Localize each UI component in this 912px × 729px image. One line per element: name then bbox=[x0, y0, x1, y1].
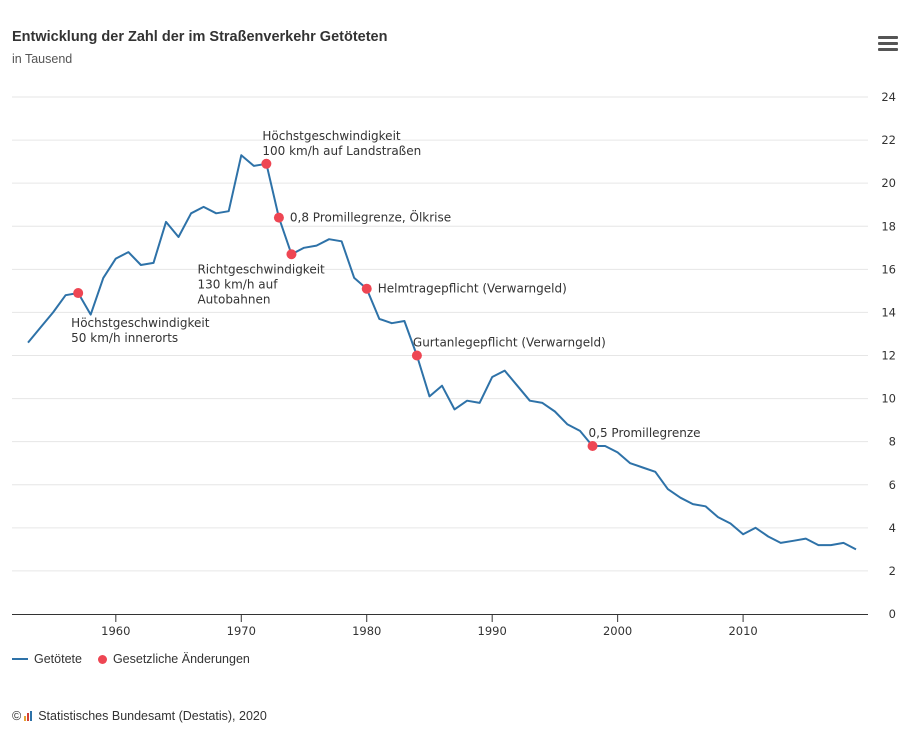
dot-swatch-icon bbox=[97, 654, 107, 664]
event-label-line: Höchstgeschwindigkeit bbox=[262, 129, 401, 143]
legend-label-gesetzliche-aenderungen: Gesetzliche Änderungen bbox=[112, 652, 250, 666]
y-tick-label: 2 bbox=[889, 564, 896, 578]
legend-label-getoetete: Getötete bbox=[34, 652, 82, 666]
grid-layer bbox=[12, 96, 868, 572]
x-tick-label: 1970 bbox=[227, 624, 256, 638]
chart-subtitle: in Tausend bbox=[12, 52, 73, 66]
event-label: Gurtanlegepflicht (Verwarngeld) bbox=[413, 336, 606, 350]
x-tick-label: 1960 bbox=[101, 624, 130, 638]
credit-text: Statistisches Bundesamt (Destatis), 2020 bbox=[38, 709, 267, 723]
event-marker bbox=[361, 283, 372, 294]
hamburger-menu-icon[interactable] bbox=[878, 36, 898, 52]
credit: © Statistisches Bundesamt (Destatis), 20… bbox=[12, 709, 267, 723]
event-marker bbox=[587, 440, 598, 451]
event-label-line: 130 km/h auf bbox=[197, 277, 278, 291]
event-label-line: 50 km/h innerorts bbox=[71, 331, 178, 345]
event-marker bbox=[273, 212, 284, 223]
y-tick-label: 14 bbox=[881, 305, 896, 319]
y-tick-label: 4 bbox=[889, 521, 896, 535]
x-tick-label: 1980 bbox=[352, 624, 381, 638]
event-marker bbox=[286, 249, 297, 260]
event-label: 0,5 Promillegrenze bbox=[589, 426, 701, 440]
x-tick-label: 2000 bbox=[603, 624, 632, 638]
y-tick-label: 6 bbox=[889, 478, 896, 492]
y-tick-label: 10 bbox=[881, 392, 896, 406]
y-tick-label: 0 bbox=[889, 607, 896, 621]
copyright-symbol: © bbox=[12, 709, 22, 723]
event-label: 0,8 Promillegrenze, Ölkrise bbox=[290, 209, 451, 225]
event-marker bbox=[73, 288, 84, 299]
event-label-line: 100 km/h auf Landstraßen bbox=[262, 144, 421, 158]
event-label: Richtgeschwindigkeit 130 km/h auf Autobahn… bbox=[197, 262, 325, 306]
event-label-line: 0,5 Promillegrenze bbox=[589, 426, 701, 440]
y-tick-label: 24 bbox=[881, 90, 896, 104]
legend: Getötete Gesetzliche Änderungen bbox=[12, 652, 266, 666]
event-label: Höchstgeschwindigkeit 100 km/h auf Landst… bbox=[262, 129, 421, 158]
event-label-line: Richtgeschwindigkeit bbox=[197, 262, 325, 276]
menu-bar bbox=[878, 42, 898, 45]
event-label: Helmtragepflicht (Verwarngeld) bbox=[378, 282, 567, 296]
legend-item-getoetete[interactable]: Getötete bbox=[12, 652, 82, 666]
y-tick-label: 18 bbox=[881, 219, 896, 233]
x-tick-label: 1990 bbox=[478, 624, 507, 638]
y-tick-label: 8 bbox=[889, 435, 896, 449]
event-marker bbox=[411, 350, 422, 361]
event-layer: Höchstgeschwindigkeit 50 km/h innerortsHö… bbox=[71, 129, 701, 451]
chart-title: Entwicklung der Zahl der im Straßenverke… bbox=[12, 29, 388, 45]
menu-bar bbox=[878, 36, 898, 39]
menu-bar bbox=[878, 48, 898, 51]
series-line-getoetete bbox=[27, 154, 857, 551]
y-tick-label: 16 bbox=[881, 262, 896, 276]
y-tick-label: 22 bbox=[881, 133, 896, 147]
event-label-line: Autobahnen bbox=[197, 292, 270, 306]
destatis-logo-icon bbox=[24, 711, 33, 721]
event-label-line: 0,8 Promillegrenze, Ölkrise bbox=[290, 209, 451, 225]
event-label-line: Höchstgeschwindigkeit bbox=[71, 316, 210, 330]
event-label-line: Helmtragepflicht (Verwarngeld) bbox=[378, 282, 567, 296]
legend-item-gesetzliche-aenderungen[interactable]: Gesetzliche Änderungen bbox=[97, 652, 250, 666]
series-layer bbox=[27, 154, 857, 551]
line-swatch-icon bbox=[12, 658, 28, 660]
event-label: Höchstgeschwindigkeit 50 km/h innerorts bbox=[71, 316, 210, 345]
event-label-line: Gurtanlegepflicht (Verwarngeld) bbox=[413, 336, 606, 350]
y-tick-label: 20 bbox=[881, 176, 896, 190]
event-marker bbox=[261, 158, 272, 169]
y-tick-label: 12 bbox=[881, 349, 896, 363]
x-tick-label: 2010 bbox=[728, 624, 757, 638]
